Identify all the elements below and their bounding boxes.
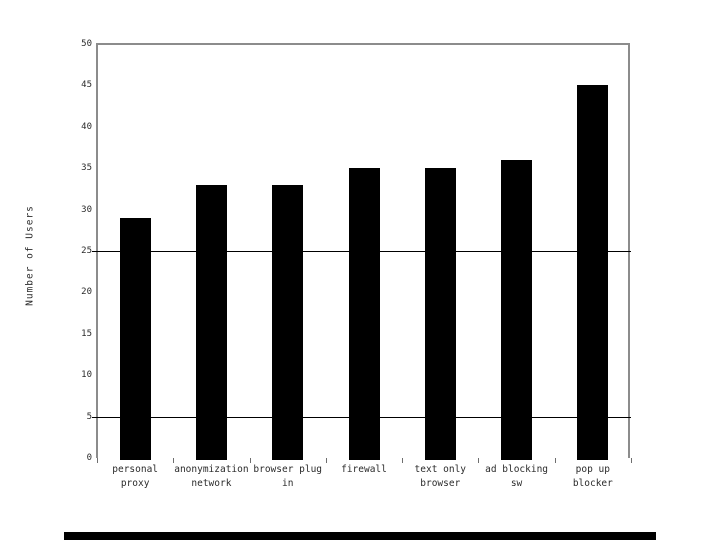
x-axis-tick-5 [478,458,480,463]
x-axis-tick-1 [173,458,175,463]
y-tick-label-10: 10 [81,370,92,381]
bar-ad-blocking-sw [501,159,533,460]
y-tick-label-40: 40 [81,121,92,132]
bar-firewall [348,168,380,460]
x-category-label-firewall: firewall [341,464,387,475]
y-tick-label-50: 50 [81,39,92,49]
bar-pop-up-blocker [577,85,609,460]
x-axis-tick-3 [325,458,327,463]
y-tick-label-30: 30 [81,204,92,215]
x-category-label-pop-up-blocker: pop up blocker [572,464,613,489]
x-category-label-browser-plug-in: browser plug in [253,464,323,489]
bar-anonymization-network [195,184,227,460]
y-tick-label-35: 35 [81,163,92,174]
x-axis-tick-0 [97,458,98,463]
plot-area [96,43,630,458]
bar-personal-proxy [119,217,151,460]
y-tick-label-15: 15 [81,328,92,339]
x-category-label-personal-proxy: personal proxy [112,464,159,489]
x-axis-tick-4 [402,458,404,463]
y-tick-label-0: 0 [86,453,92,463]
x-axis-tick-6 [554,458,556,463]
y-tick-label-25: 25 [81,246,92,256]
x-category-label-ad-blocking-sw: ad blocking sw [485,464,549,489]
x-category-label-text-only-browser: text only browser [414,464,467,489]
y-tick-label-20: 20 [81,287,92,298]
x-category-label-anonymization-network: anonymization network [174,464,249,489]
bar-text-only-browser [424,168,456,460]
y-axis-title: Number of Users [24,205,36,306]
y-tick-label-5: 5 [86,411,92,422]
slide-bottom-decoration-bar [64,532,656,540]
bar-browser-plug-in [272,184,304,460]
y-tick-label-45: 45 [81,80,92,91]
x-axis-tick-2 [249,458,251,463]
x-axis-tick-7 [631,458,632,463]
